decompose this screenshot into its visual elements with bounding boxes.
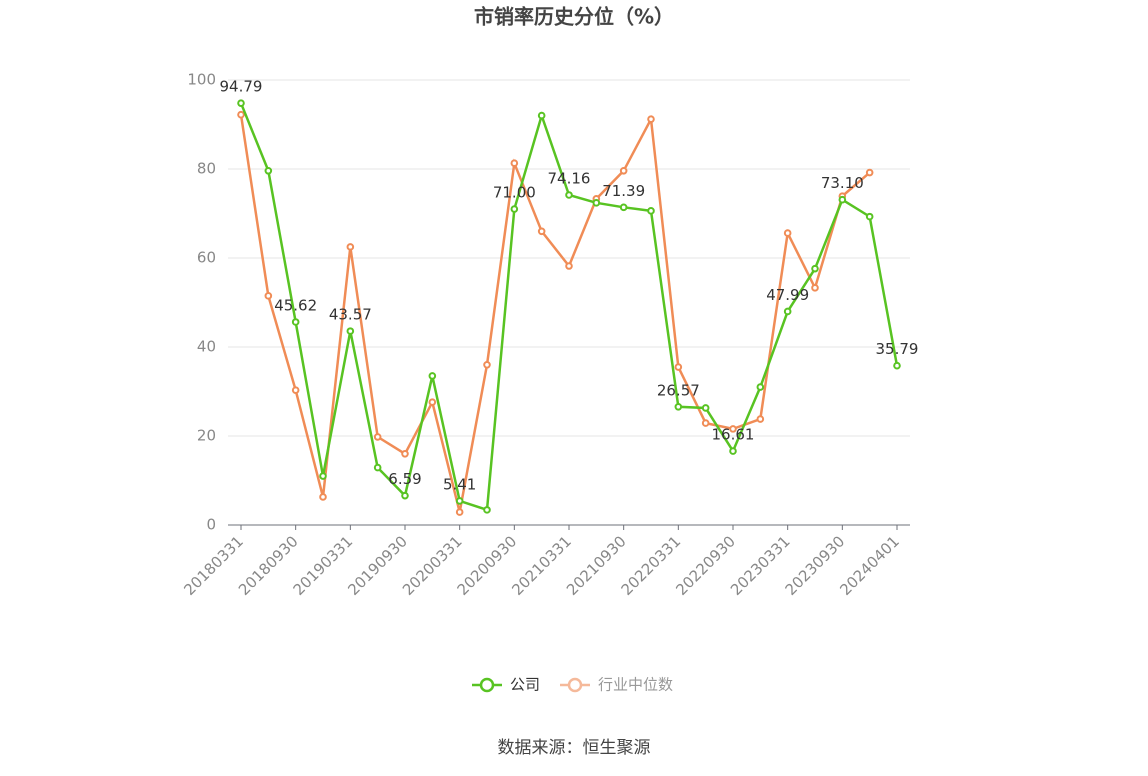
point — [428, 372, 437, 380]
point — [401, 491, 409, 500]
point — [483, 506, 491, 514]
point — [291, 386, 300, 394]
y-tick-label: 100 — [187, 71, 216, 89]
point — [264, 166, 273, 175]
point — [729, 447, 737, 455]
point — [674, 363, 683, 371]
point — [291, 318, 300, 326]
point — [373, 463, 382, 472]
point — [619, 166, 628, 175]
point — [838, 195, 847, 204]
point — [619, 203, 628, 212]
point — [237, 99, 245, 107]
data-label: 71.00 — [493, 184, 536, 202]
point — [455, 497, 464, 505]
point — [729, 425, 737, 433]
point — [756, 415, 765, 423]
data-label: 35.79 — [876, 340, 919, 358]
point — [701, 404, 710, 412]
point — [237, 110, 245, 119]
legend-label: 行业中位数 — [598, 676, 673, 694]
x-tick-label: 20240401 — [836, 532, 903, 599]
data-label: 74.16 — [548, 169, 591, 187]
chart-title: 市销率历史分位（%） — [474, 5, 674, 29]
point — [264, 292, 273, 300]
point — [319, 493, 327, 501]
y-tick-label: 60 — [197, 249, 216, 267]
data-label: 26.57 — [657, 381, 700, 399]
point — [401, 450, 409, 458]
point — [510, 205, 519, 213]
data-label: 43.57 — [329, 306, 372, 324]
point — [701, 419, 710, 427]
point — [537, 111, 546, 120]
point — [455, 508, 464, 516]
y-tick-label: 0 — [206, 516, 216, 534]
point — [811, 284, 819, 292]
legend-marker — [567, 677, 583, 693]
data-label: 73.10 — [821, 174, 864, 192]
point — [865, 168, 874, 177]
point — [674, 402, 683, 411]
point — [647, 115, 655, 123]
data-label: 94.79 — [220, 78, 263, 96]
series-line — [239, 114, 871, 513]
data-label: 71.39 — [602, 182, 645, 200]
point — [565, 262, 573, 270]
legend-label: 公司 — [510, 676, 540, 694]
y-tick-label: 20 — [197, 427, 216, 445]
data-label: 47.99 — [766, 286, 809, 304]
y-tick-label: 40 — [197, 338, 216, 356]
point — [373, 433, 382, 441]
point — [783, 229, 792, 237]
data-label: 45.62 — [274, 296, 317, 314]
point — [783, 307, 792, 316]
point — [592, 199, 601, 207]
data-label: 6.59 — [388, 470, 421, 488]
point — [428, 398, 437, 406]
data-label: 16.61 — [712, 426, 755, 444]
y-tick-label: 80 — [197, 160, 216, 178]
point — [811, 264, 819, 273]
point — [537, 227, 546, 236]
point — [565, 191, 573, 199]
point — [756, 383, 765, 391]
point — [647, 207, 655, 215]
point — [865, 212, 874, 221]
point — [893, 361, 901, 370]
point — [483, 361, 491, 369]
point — [510, 159, 519, 168]
point — [346, 327, 355, 335]
point — [346, 243, 355, 251]
point — [319, 472, 327, 480]
data-label: 5.41 — [443, 475, 476, 493]
legend-marker — [479, 677, 495, 693]
source: 数据来源：恒生聚源 — [498, 738, 651, 758]
